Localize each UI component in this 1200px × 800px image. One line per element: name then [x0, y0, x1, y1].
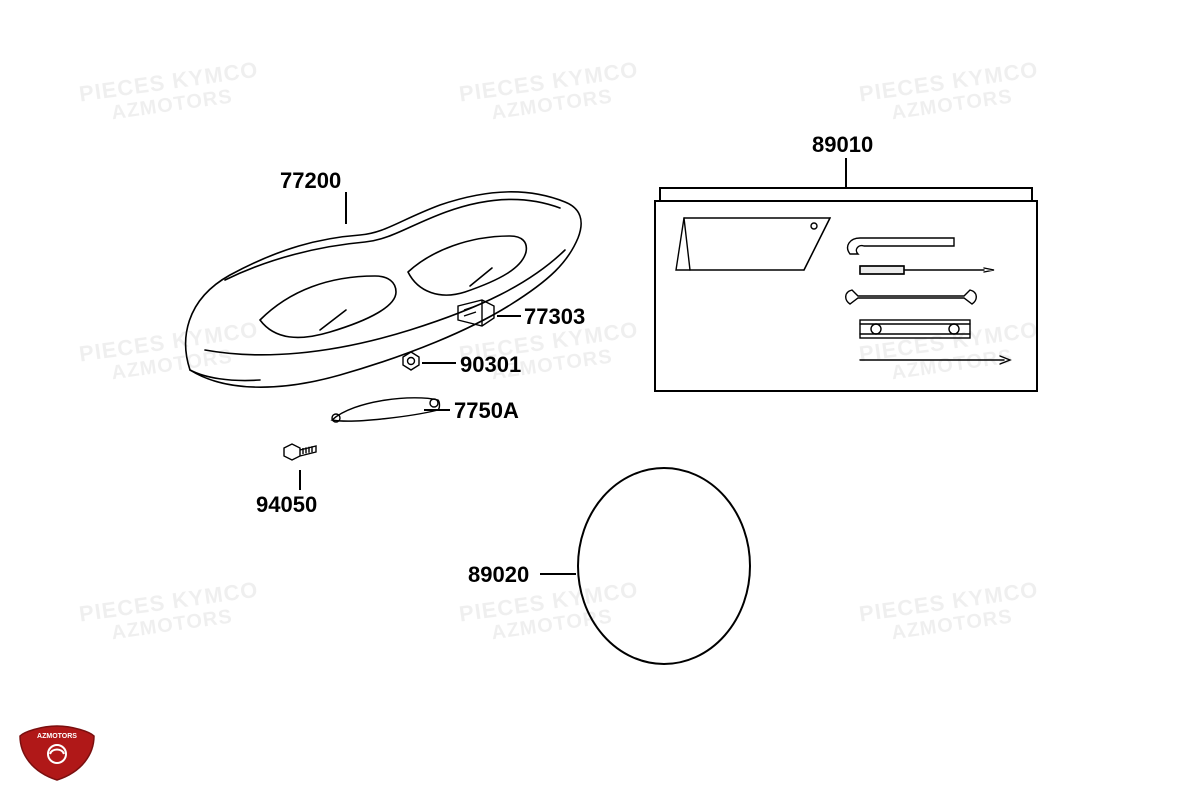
- seat-drawing: [170, 180, 590, 410]
- watermark: PIECES KYMCOAZMOTORS: [858, 578, 1043, 649]
- belt-ellipse: [574, 464, 754, 668]
- toolkit-box: [654, 200, 1038, 392]
- leader-toolkit-h: [660, 187, 1032, 189]
- brand-logo: AZMOTORS: [18, 724, 96, 782]
- diagram-canvas: PIECES KYMCOAZMOTORS PIECES KYMCOAZMOTOR…: [0, 0, 1200, 800]
- label-strap: 7750A: [454, 398, 519, 424]
- nut-icon: [400, 350, 422, 372]
- label-toolkit: 89010: [812, 132, 873, 158]
- logo-text: AZMOTORS: [37, 733, 77, 740]
- leader-seat: [345, 192, 347, 224]
- label-nut: 90301: [460, 352, 521, 378]
- watermark: PIECES KYMCOAZMOTORS: [858, 58, 1043, 129]
- hinge-bracket-icon: [454, 296, 498, 330]
- label-hinge: 77303: [524, 304, 585, 330]
- leader-strap: [424, 409, 450, 411]
- label-seat: 77200: [280, 168, 341, 194]
- leader-belt: [540, 573, 576, 575]
- watermark: PIECES KYMCOAZMOTORS: [78, 58, 263, 129]
- label-belt: 89020: [468, 562, 529, 588]
- leader-toolkit-v: [845, 158, 847, 188]
- leader-toolkit-dr: [1031, 187, 1033, 200]
- leader-bolt: [299, 470, 301, 490]
- bolt-icon: [278, 440, 318, 472]
- label-bolt: 94050: [256, 492, 317, 518]
- leader-nut: [422, 362, 456, 364]
- leader-hinge: [497, 315, 521, 317]
- leader-toolkit-dl: [659, 187, 661, 200]
- watermark: PIECES KYMCOAZMOTORS: [458, 58, 643, 129]
- watermark: PIECES KYMCOAZMOTORS: [78, 578, 263, 649]
